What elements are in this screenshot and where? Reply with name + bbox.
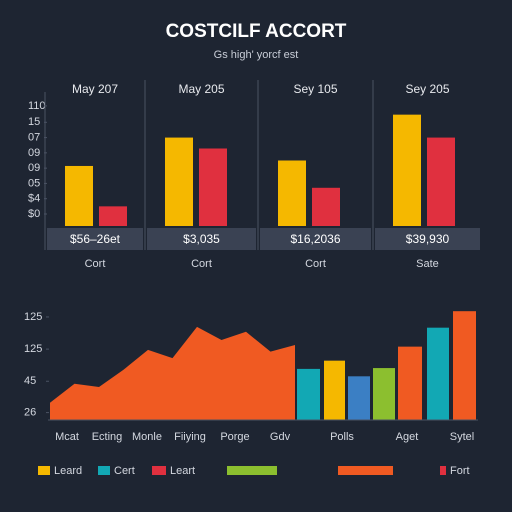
bar <box>453 311 476 420</box>
legend-swatch <box>440 466 446 475</box>
panel-value: $56–26et <box>70 232 121 246</box>
bar <box>398 346 422 420</box>
panel-label: Cort <box>305 258 326 270</box>
x-tick-label: Aget <box>396 431 419 443</box>
bar <box>324 360 345 420</box>
bar <box>65 165 93 226</box>
y-tick-label: 125 <box>24 311 42 323</box>
legend-label: Fort <box>450 465 470 477</box>
panel-value: $3,035 <box>183 232 220 246</box>
value-strip <box>260 228 371 250</box>
y-tick-label: 07 <box>28 131 40 143</box>
panel-label: Cort <box>191 258 212 270</box>
y-tick-label: 15 <box>28 116 40 128</box>
panel-header: May 205 <box>178 82 224 96</box>
x-tick-label: Polls <box>330 431 354 443</box>
bar <box>427 137 455 226</box>
bar <box>427 327 449 420</box>
title: COSTCILF ACCORT <box>166 21 347 42</box>
panel-value: $39,930 <box>406 232 450 246</box>
value-strip <box>47 228 143 250</box>
bar <box>373 368 395 420</box>
y-tick-label: 09 <box>28 147 40 159</box>
panel-label: Sate <box>416 258 439 270</box>
panel-label: Cort <box>85 258 106 270</box>
legend-label: Cert <box>114 465 135 477</box>
panel-value: $16,2036 <box>290 232 340 246</box>
bar <box>199 148 227 226</box>
bar <box>312 187 340 226</box>
bar <box>348 376 370 420</box>
bar <box>297 368 320 420</box>
bar <box>99 206 127 226</box>
y-tick-label: 09 <box>28 162 40 174</box>
y-tick-label: 125 <box>24 343 42 355</box>
bar <box>393 114 421 226</box>
legend-swatch <box>38 466 50 475</box>
y-tick-label: 05 <box>28 177 40 189</box>
x-tick-label: Gdv <box>270 431 291 443</box>
legend-swatch <box>98 466 110 475</box>
panel-header: Sey 105 <box>293 82 337 96</box>
y-tick-label: 26 <box>24 406 36 418</box>
value-strip <box>147 228 256 250</box>
legend-label: Leart <box>170 465 195 477</box>
area <box>50 326 295 420</box>
bar <box>278 160 306 226</box>
panel-header: May 207 <box>72 82 118 96</box>
x-tick-label: Fiiying <box>174 431 206 443</box>
x-tick-label: Monle <box>132 431 162 443</box>
legend-swatch <box>152 466 166 475</box>
y-tick-label: $0 <box>28 208 40 220</box>
value-strip <box>375 228 480 250</box>
legend-label: Leard <box>54 465 82 477</box>
legend-swatch <box>227 466 277 475</box>
legend-swatch <box>338 466 393 475</box>
x-tick-label: Ecting <box>92 431 123 443</box>
bar <box>165 137 193 226</box>
x-tick-label: Porge <box>220 431 249 443</box>
panel-header: Sey 205 <box>405 82 449 96</box>
subtitle: Gs high' yorcf est <box>214 49 299 61</box>
x-tick-label: Mcat <box>55 431 79 443</box>
x-tick-label: Sytel <box>450 431 474 443</box>
y-tick-label: $4 <box>28 193 40 205</box>
y-tick-label: 110 <box>28 100 46 112</box>
y-tick-label: 45 <box>24 375 36 387</box>
